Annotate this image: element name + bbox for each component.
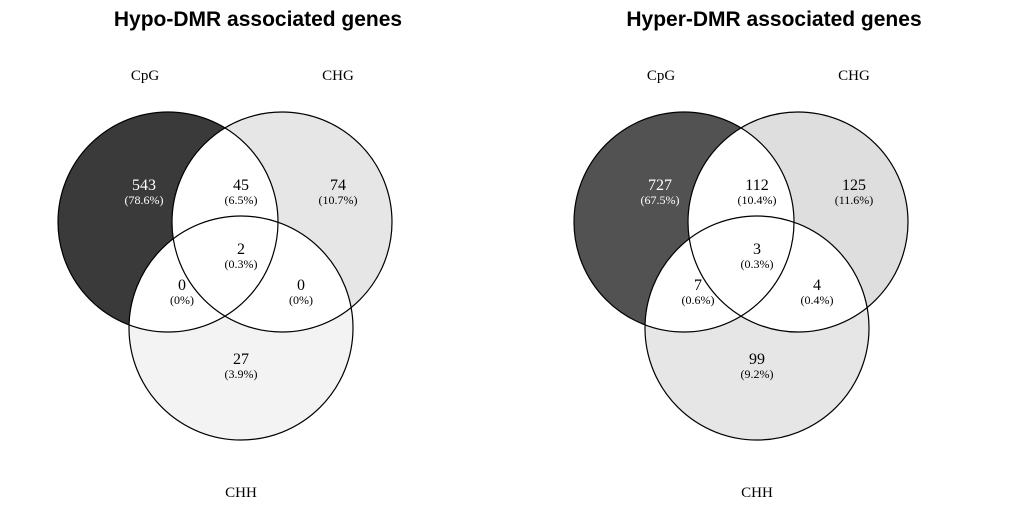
venn-outline-chg	[171, 111, 393, 333]
region-percent: (0.3%)	[225, 257, 258, 271]
chart-title: Hypo-DMR associated genes	[113, 8, 403, 31]
region-percent: (78.6%)	[125, 193, 164, 207]
venn-diagram: CpG CHG CHH 727(67.5%) 125(11.6%) 99(9.2%) 112…	[573, 68, 909, 501]
venn-region-cpg-chg: 112(10.4%)	[738, 177, 777, 207]
chart-title: Hyper-DMR associated genes	[626, 8, 922, 31]
set-label-chg: CHG	[838, 68, 870, 84]
region-percent: (11.6%)	[835, 193, 874, 207]
region-percent: (0%)	[170, 293, 194, 307]
region-count: 4	[813, 277, 821, 294]
region-count: 7	[694, 277, 702, 294]
region-count: 543	[132, 177, 156, 194]
set-label-chg: CHG	[322, 68, 354, 84]
region-count: 112	[745, 177, 768, 194]
region-count: 74	[330, 177, 346, 194]
region-percent: (0.3%)	[741, 257, 774, 271]
hypo-dmr-venn-panel: Hypo-DMR associated genes CpG CHG CHH 543 (7…	[57, 8, 403, 501]
set-label-cpg: CpG	[647, 68, 676, 84]
region-count: 45	[233, 177, 249, 194]
region-percent: (67.5%)	[641, 193, 680, 207]
venn-diagram: CpG CHG CHH 543(78.6%) 74(10.7%) 27(3.9%) 45(6…	[57, 68, 393, 501]
region-percent: (0.6%)	[682, 293, 715, 307]
set-label-chh: CHH	[225, 485, 257, 501]
region-count: 0	[297, 277, 305, 294]
region-count: 0	[178, 277, 186, 294]
set-label-chh: CHH	[741, 485, 773, 501]
venn-region-all: 2(0.3%)	[225, 241, 258, 271]
region-count: 2	[237, 241, 245, 258]
region-count: 727	[648, 177, 672, 194]
venn-region-all: 3(0.3%)	[741, 241, 774, 271]
venn-region-cpg-chh: 7(0.6%)	[682, 277, 715, 307]
venn-outline-chh	[128, 215, 354, 441]
venn-region-cpg-chg: 45(6.5%)	[225, 177, 258, 207]
hyper-dmr-venn-panel: Hyper-DMR associated genes CpG CHG CHH 727(…	[516, 0, 1032, 525]
venn-region-chg-only: 125(11.6%)	[835, 177, 874, 207]
region-percent: (3.9%)	[225, 367, 258, 381]
venn-outline-chg	[687, 111, 909, 333]
region-count: 99	[749, 351, 765, 368]
venn-region-cpg-chh: 0(0%)	[170, 277, 194, 307]
venn-outline-chh	[644, 215, 870, 441]
region-percent: (10.7%)	[319, 193, 358, 207]
venn-region-chg-chh: 0(0%)	[289, 277, 313, 307]
venn-region-chg-only: 74(10.7%)	[319, 177, 358, 207]
venn-region-chh-only: 99(9.2%)	[741, 351, 774, 381]
region-percent: (10.4%)	[738, 193, 777, 207]
venn-region-cpg-only: 727(67.5%)	[641, 177, 680, 207]
venn-region-chh-only: 27(3.9%)	[225, 351, 258, 381]
set-label-cpg: CpG	[131, 68, 160, 84]
region-percent: (0%)	[289, 293, 313, 307]
region-percent: (6.5%)	[225, 193, 258, 207]
region-count: 27	[233, 351, 249, 368]
venn-region-cpg-only: 543(78.6%)	[125, 177, 164, 207]
region-percent: (9.2%)	[741, 367, 774, 381]
region-count: 3	[753, 241, 761, 258]
region-percent: (0.4%)	[801, 293, 834, 307]
venn-region-chg-chh: 4(0.4%)	[801, 277, 834, 307]
region-count: 125	[842, 177, 866, 194]
